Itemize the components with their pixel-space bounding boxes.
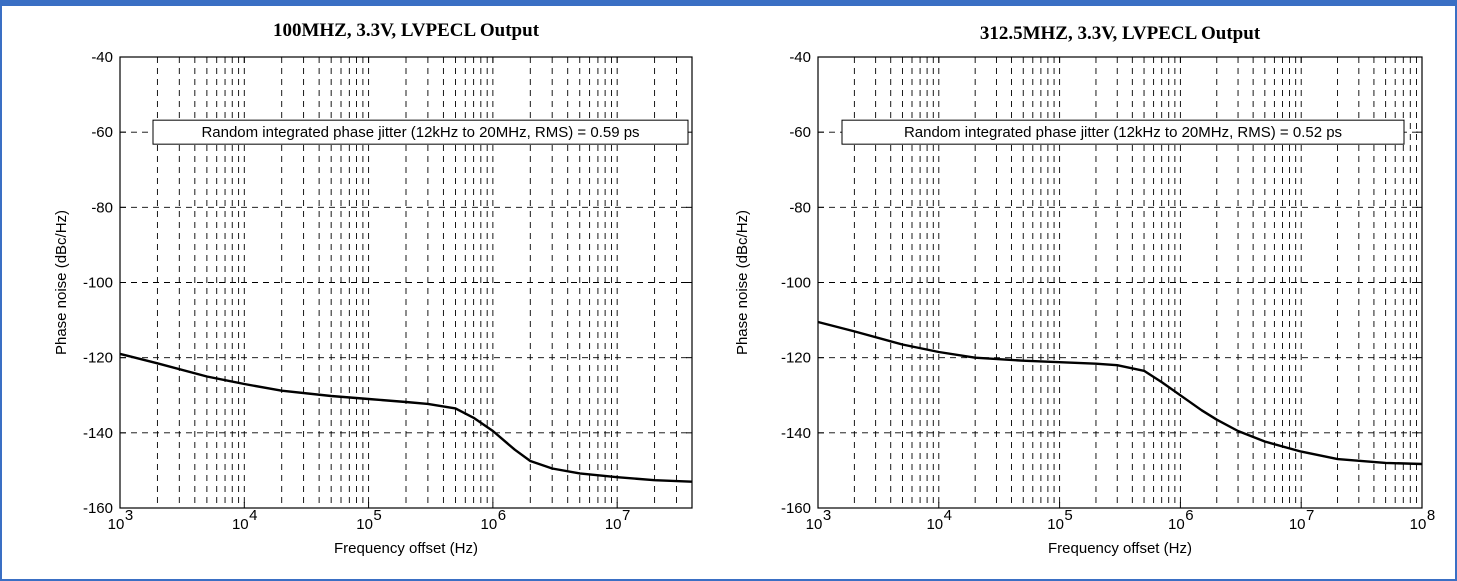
y-axis-label: Phase noise (dBc/Hz)	[53, 210, 70, 355]
y-tick-label: -100	[83, 275, 113, 292]
y-tick-label: -60	[91, 124, 113, 141]
annotation-box	[152, 119, 689, 145]
x-tick-label: 10	[1289, 516, 1306, 533]
y-tick-label: -40	[91, 49, 113, 66]
x-axis-label: Frequency offset (Hz)	[334, 540, 478, 557]
chart-title: 312.5MHZ, 3.3V, LVPECL Output	[980, 23, 1261, 44]
x-tick-label: 10	[232, 516, 249, 533]
chart-1: -40-60-80-100-120-140-160103104105106107…	[53, 20, 693, 557]
x-tick-exponent: 7	[622, 507, 630, 524]
x-tick-label: 10	[356, 516, 373, 533]
x-tick-exponent: 7	[1306, 507, 1314, 524]
top-border	[0, 0, 1457, 6]
y-tick-label: -160	[781, 500, 811, 517]
chart-title: 100MHZ, 3.3V, LVPECL Output	[273, 20, 540, 41]
y-tick-label: -40	[789, 49, 811, 66]
grid-lines	[818, 57, 1422, 508]
y-tick-label: -100	[781, 275, 811, 292]
axis-ticks	[119, 56, 692, 509]
x-tick-exponent: 8	[1427, 507, 1435, 524]
x-tick-label: 10	[481, 516, 498, 533]
x-tick-exponent: 6	[498, 507, 506, 524]
x-tick-label: 10	[1410, 516, 1427, 533]
x-tick-exponent: 3	[823, 507, 831, 524]
y-tick-label: -120	[781, 350, 811, 367]
y-tick-label: -120	[83, 350, 113, 367]
x-tick-label: 10	[926, 516, 943, 533]
x-tick-exponent: 4	[249, 507, 257, 524]
x-tick-label: 10	[1047, 516, 1064, 533]
x-tick-label: 10	[1168, 516, 1185, 533]
y-tick-label: -60	[789, 124, 811, 141]
y-tick-label: -80	[789, 199, 811, 216]
x-tick-label: 10	[605, 516, 622, 533]
x-tick-exponent: 4	[944, 507, 952, 524]
x-tick-exponent: 5	[373, 507, 381, 524]
x-tick-label: 10	[806, 516, 823, 533]
y-tick-label: -140	[83, 425, 113, 442]
grid-lines	[120, 57, 692, 508]
y-tick-label: -160	[83, 500, 113, 517]
x-axis-label: Frequency offset (Hz)	[1048, 540, 1192, 557]
phase-noise-curve	[119, 352, 693, 483]
y-tick-label: -80	[91, 199, 113, 216]
x-tick-exponent: 5	[1064, 507, 1072, 524]
y-tick-label: -140	[781, 425, 811, 442]
x-tick-exponent: 6	[1185, 507, 1193, 524]
annotation-text: Random integrated phase jitter (12kHz to…	[904, 124, 1342, 141]
annotation-box	[841, 119, 1405, 145]
x-tick-exponent: 3	[125, 507, 133, 524]
annotation-text: Random integrated phase jitter (12kHz to…	[201, 124, 639, 141]
phase-noise-curve	[817, 320, 1423, 466]
axis-ticks	[817, 56, 1423, 509]
x-tick-label: 10	[108, 516, 125, 533]
chart-2: -40-60-80-100-120-140-160103104105106107…	[734, 23, 1435, 557]
y-axis-label: Phase noise (dBc/Hz)	[734, 210, 751, 355]
